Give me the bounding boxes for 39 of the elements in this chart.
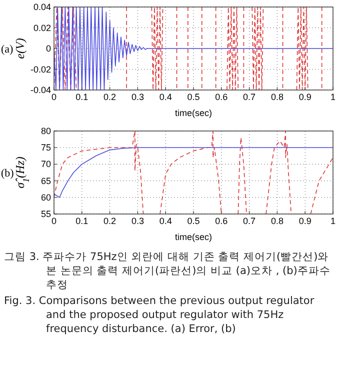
x-tick-label: 0.7: [243, 216, 256, 226]
x-tick-label: 0.8: [270, 92, 284, 102]
x-tick-label: 0.7: [243, 92, 256, 102]
x-tick-label: 1: [330, 92, 336, 102]
caption: 그림 3. 주파수가 75Hz인 외란에 대해 기존 출력 제어기(빨간선)와 본 논문의 출력 제어기(파란선)의 비교 (a)오차 , (b)주파수 추정: [4, 250, 332, 292]
text: (a): [1, 44, 14, 56]
y-tick-label: 65: [40, 176, 51, 186]
x-tick-label: 0.3: [131, 92, 144, 102]
x-tick-label: 0.5: [187, 92, 200, 102]
y-tick-label: 0: [46, 44, 51, 54]
x-tick-label: 0.1: [76, 216, 88, 226]
x-tick-label: 1: [330, 216, 336, 226]
x-tick-label: 0.9: [298, 216, 312, 226]
y-tick-label: 55: [40, 209, 51, 219]
x-tick-label: 0.3: [131, 216, 144, 226]
x-tick-label: 0.1: [76, 92, 88, 102]
line-series: [54, 147, 333, 198]
x-tick-label: 0.6: [215, 216, 228, 226]
y-tick-label: -0.04: [30, 85, 51, 95]
y-axis-title: e(V): [13, 38, 27, 59]
x-tick-label: 0.5: [187, 216, 200, 226]
y-tick-label: 0.02: [33, 22, 51, 33]
text: (b): [1, 168, 14, 180]
x-tick-label: 0.9: [298, 92, 312, 102]
caption: Fig. 3. Comparisons between the previous output regulator and the proposed output regulator with 75Hz frequency disturbance. (a) Error, (b): [4, 294, 316, 336]
x-tick-label: 0.4: [159, 216, 172, 226]
x-tick-label: 0.4: [159, 92, 172, 102]
y-tick-label: 0.04: [33, 2, 51, 12]
x-tick-label: 0.8: [270, 216, 284, 226]
y-tick-label: 80: [40, 126, 51, 136]
y-tick-label: 60: [40, 192, 51, 202]
x-tick-label: 0.6: [215, 92, 228, 102]
x-tick-label: 0.2: [104, 92, 116, 102]
y-tick-label: 75: [40, 142, 51, 153]
y-tick-label: -0.02: [30, 64, 51, 74]
x-tick-label: 0.2: [104, 216, 116, 226]
y-tick-label: 70: [40, 159, 51, 170]
x-axis-title: time(sec): [174, 108, 212, 118]
x-axis-title: time(sec): [174, 232, 212, 242]
